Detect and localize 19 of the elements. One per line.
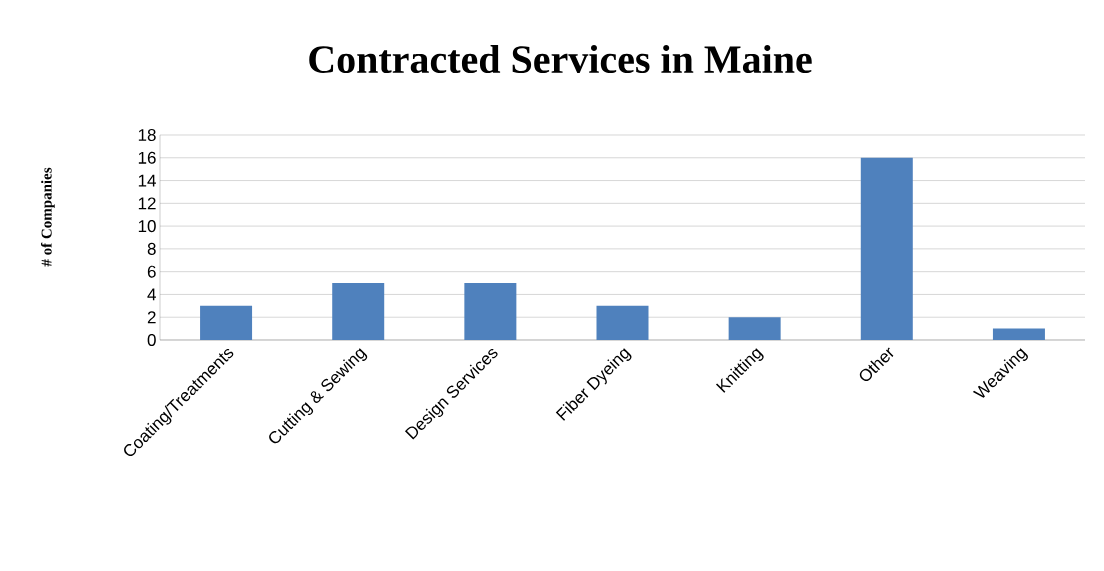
y-tick-label: 12 [138,197,156,210]
y-tick-label: 14 [138,174,156,187]
y-tick-label: 10 [138,220,156,233]
bar [860,157,913,340]
bar [992,328,1045,340]
bar [596,305,649,340]
y-tick-label: 6 [147,265,156,278]
bar [464,283,517,340]
bar [728,317,781,340]
y-axis-title: # of Companies [40,167,55,267]
y-tick-label: 4 [147,288,156,301]
y-tick-label: 8 [147,242,156,255]
y-tick-label: 0 [147,333,156,347]
y-tick-label: 2 [147,311,156,324]
y-tick-label: 18 [138,128,156,142]
bar [332,283,385,340]
y-tick-label: 16 [138,151,156,164]
chart-title: Contracted Services in Maine [309,44,812,74]
bar [200,305,253,340]
